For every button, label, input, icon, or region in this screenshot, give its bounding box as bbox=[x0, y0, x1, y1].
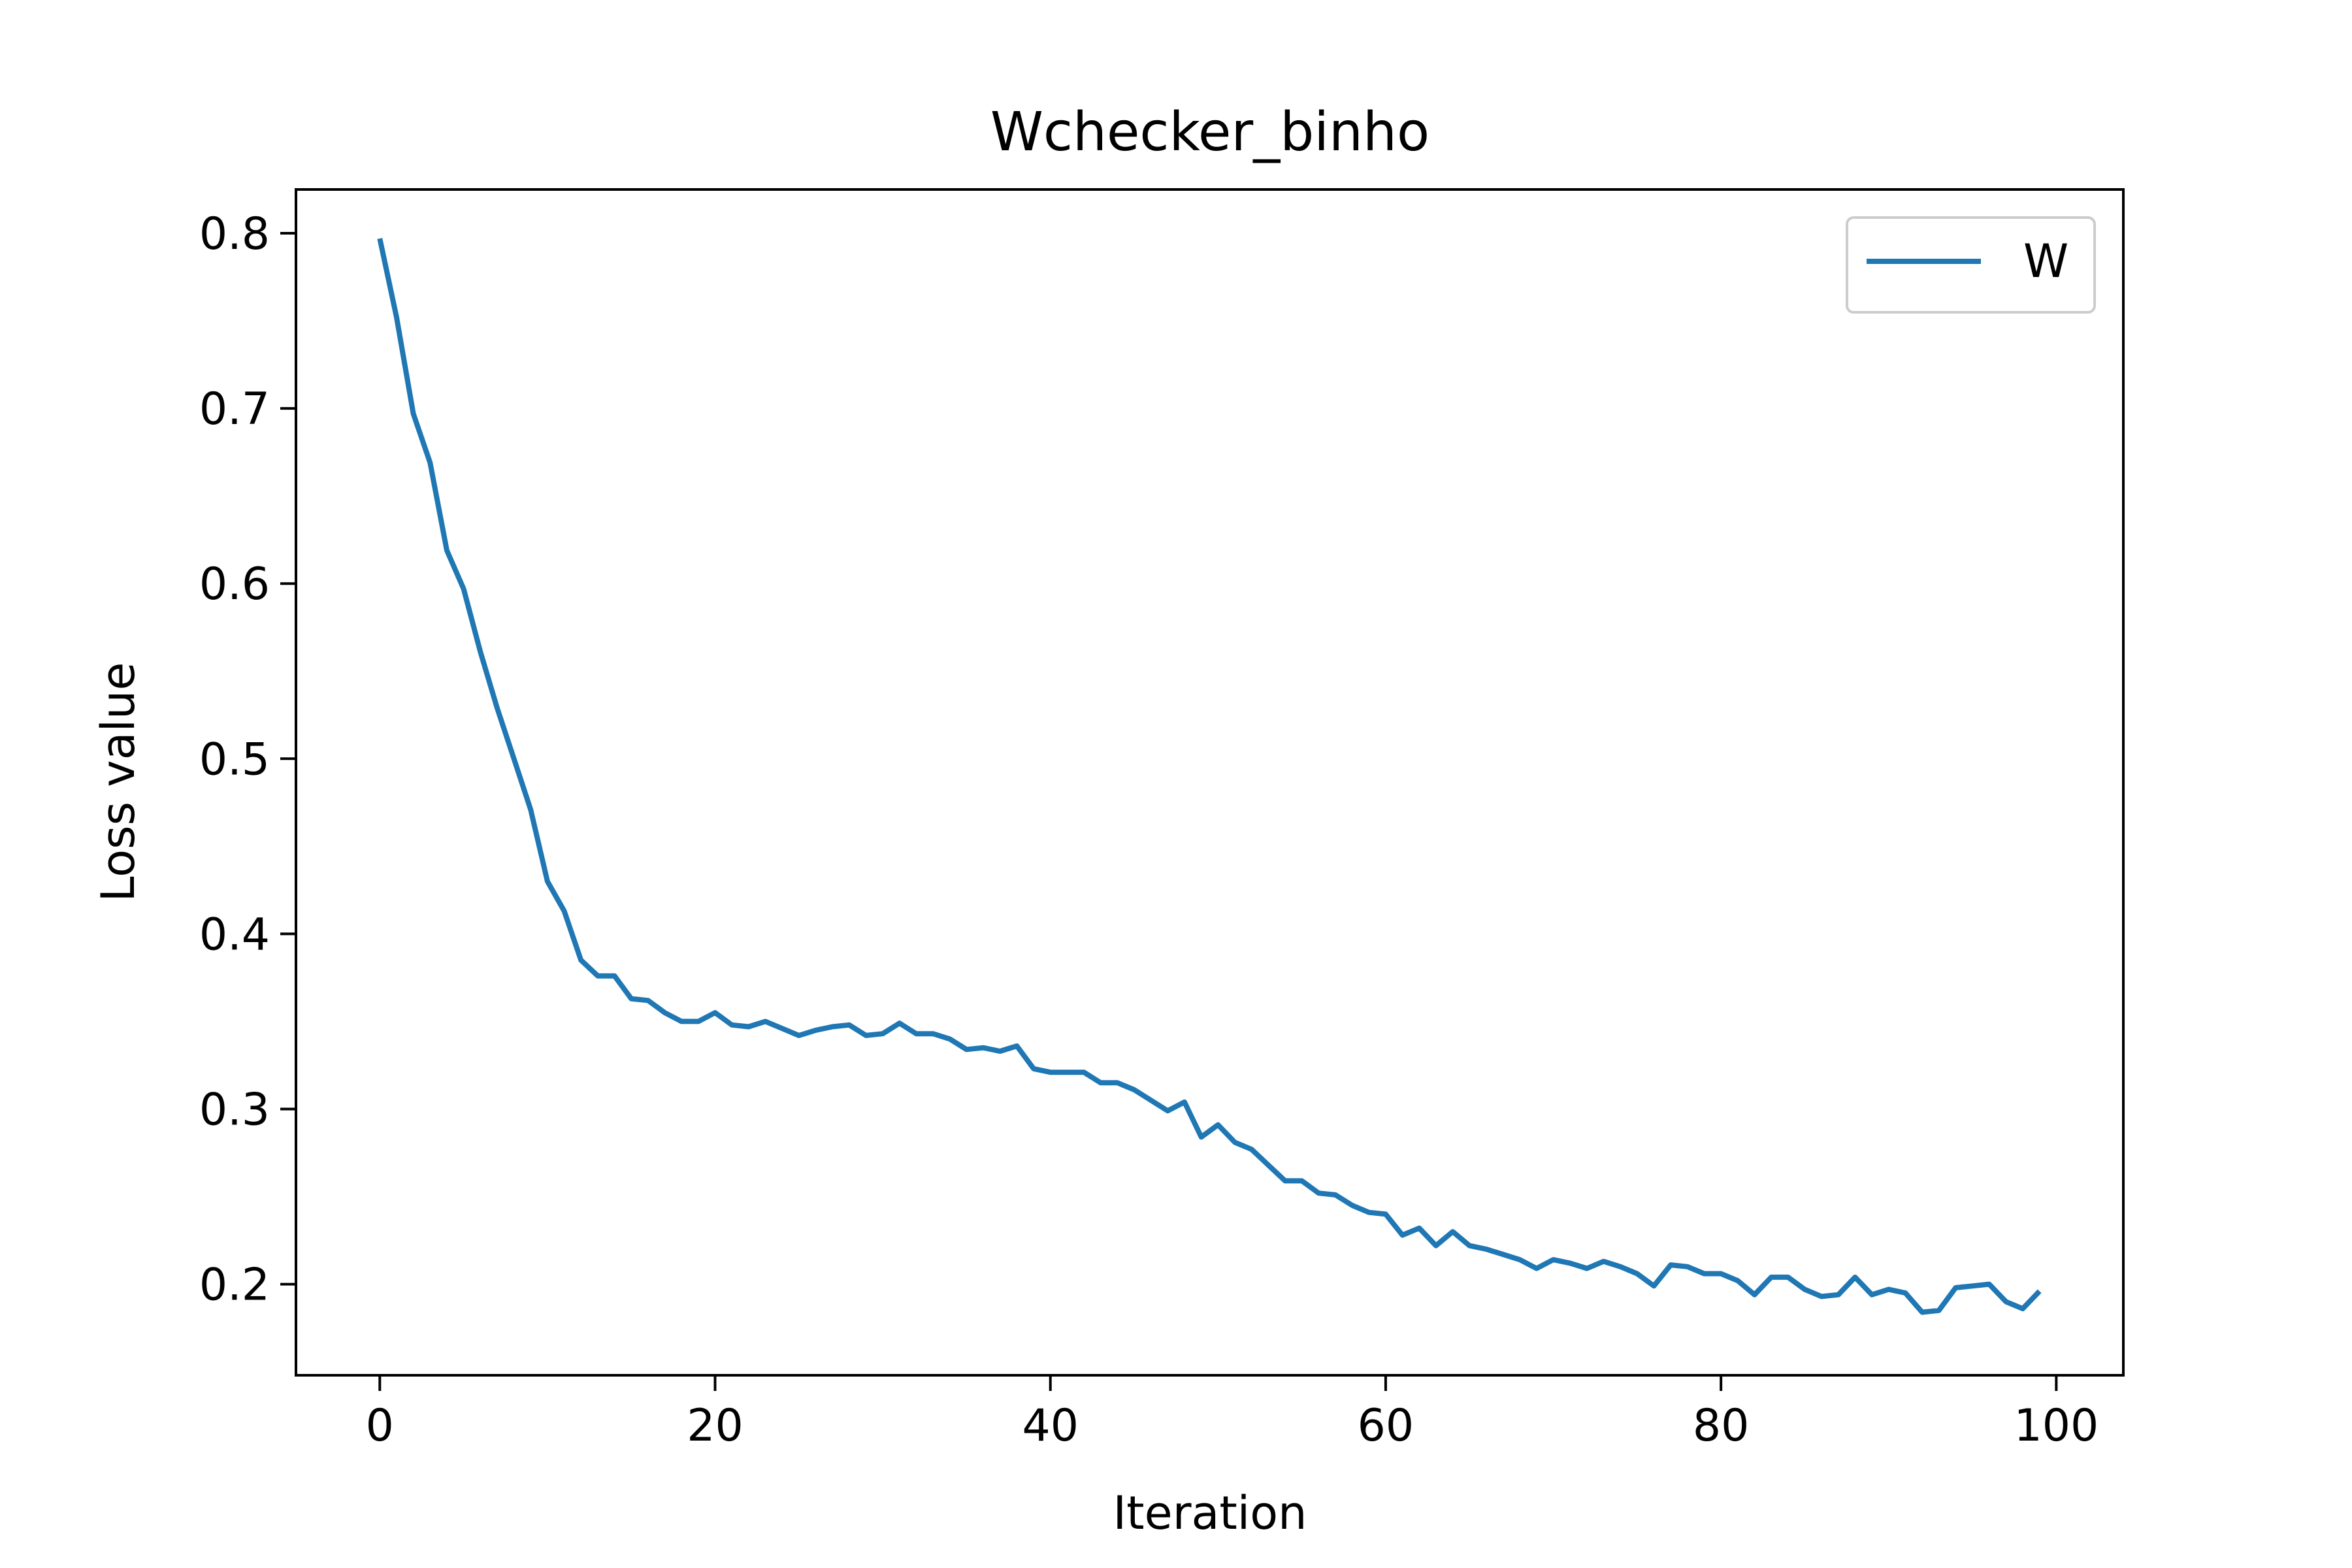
y-tick-label: 0.2 bbox=[199, 1260, 270, 1311]
y-tick-label: 0.7 bbox=[199, 384, 270, 435]
legend: W bbox=[1846, 216, 2096, 314]
x-axis: 0 20 40 60 80 100 bbox=[366, 1375, 2099, 1452]
chart-title: Wchecker_binho bbox=[990, 101, 1429, 163]
y-axis: 0.2 0.3 0.4 0.5 0.6 0.7 0.8 bbox=[199, 208, 296, 1311]
y-tick-label: 0.5 bbox=[199, 734, 270, 785]
legend-label-w: W bbox=[2023, 235, 2068, 288]
x-tick-label: 40 bbox=[1022, 1400, 1079, 1452]
plot-area bbox=[377, 238, 2042, 1315]
legend-box bbox=[1846, 216, 2096, 314]
x-axis-label: Iteration bbox=[1113, 1486, 1307, 1540]
y-tick-label: 0.4 bbox=[199, 909, 270, 960]
y-tick-label: 0.8 bbox=[199, 208, 270, 260]
y-tick-label: 0.3 bbox=[199, 1084, 270, 1135]
plot-frame bbox=[295, 188, 2125, 1377]
x-tick-label: 100 bbox=[2014, 1400, 2099, 1452]
x-tick-label: 80 bbox=[1693, 1400, 1750, 1452]
y-tick-label: 0.6 bbox=[199, 559, 270, 610]
x-tick-label: 20 bbox=[687, 1400, 743, 1452]
series-line-w bbox=[377, 238, 2042, 1315]
x-tick-label: 0 bbox=[366, 1400, 394, 1452]
x-tick-label: 60 bbox=[1358, 1400, 1414, 1452]
y-axis-label: Loss value bbox=[91, 662, 145, 902]
